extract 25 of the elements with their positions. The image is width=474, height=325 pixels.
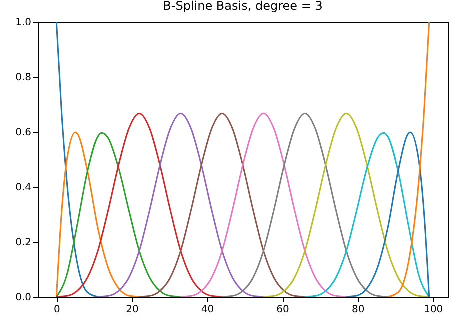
- line-series: [138, 112, 306, 297]
- line-series: [304, 132, 430, 297]
- line-series: [346, 132, 430, 297]
- y-tick-label: 0.2: [16, 238, 32, 248]
- x-tick-label: 20: [126, 304, 139, 316]
- line-series: [56, 112, 224, 297]
- y-tick-label: 0.4: [16, 182, 32, 194]
- x-tick-label: 40: [201, 304, 214, 316]
- chart-title: B-Spline Basis, degree = 3: [163, 0, 323, 13]
- line-series: [262, 112, 430, 297]
- line-series: [56, 132, 182, 297]
- y-tick-label: 1.0: [16, 18, 32, 28]
- x-tick-label: 80: [352, 304, 365, 316]
- line-series: [56, 22, 99, 297]
- y-tick-label: 0.6: [16, 128, 32, 138]
- line-series: [387, 22, 430, 297]
- line-series: [180, 112, 348, 297]
- line-series: [222, 112, 389, 297]
- x-tick-label: 0: [54, 304, 60, 316]
- x-tick-label: 100: [424, 304, 444, 316]
- line-series: [56, 132, 140, 297]
- line-series: [97, 112, 264, 297]
- x-tick-label: 60: [276, 304, 290, 316]
- y-tick-label: 0.0: [16, 292, 32, 304]
- y-tick-label: 0.8: [16, 72, 32, 84]
